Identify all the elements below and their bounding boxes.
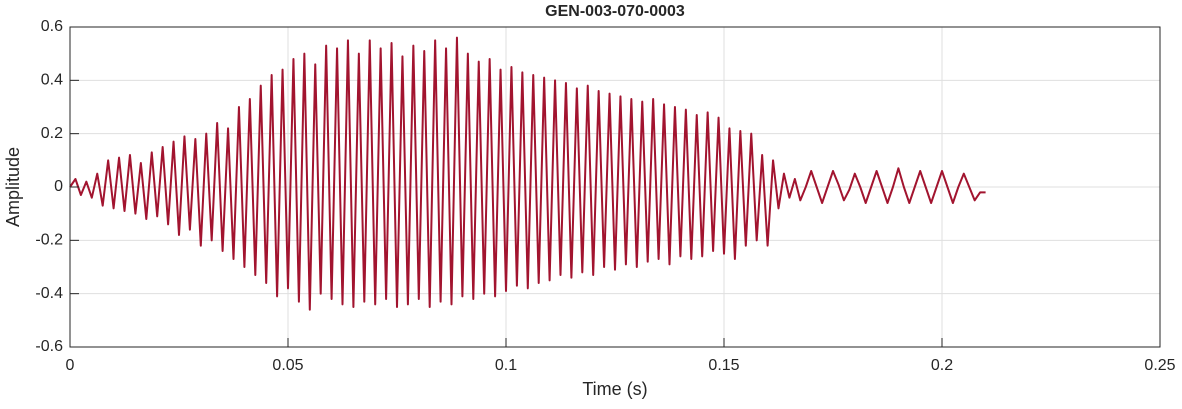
x-tick-label: 0.2 (931, 357, 953, 374)
lines (69, 36, 986, 311)
x-tick-label: 0.25 (1144, 357, 1175, 374)
ticks: 0 0.05 0.1 0.15 0.2 0.25 -0.6 -0.4 -0.2 0 0.2 0.4 0.… (35, 18, 1175, 374)
y-tick-label: -0.4 (35, 285, 63, 302)
y-tick-label: 0 (54, 178, 63, 195)
x-tick-label: 0.1 (495, 357, 517, 374)
y-axis-label: Amplitude (3, 147, 23, 227)
y-tick-label: 0.2 (41, 125, 63, 142)
y-tick-label: 0.6 (41, 18, 63, 35)
y-tick-label: 0.4 (41, 72, 63, 89)
x-tick-label: 0 (66, 357, 75, 374)
y-tick-label: -0.2 (35, 232, 63, 249)
chart-title: GEN-003-070-0003 (545, 3, 685, 20)
waveform-line (69, 36, 986, 311)
y-tick-label: -0.6 (35, 338, 63, 355)
x-tick-label: 0.15 (708, 357, 739, 374)
x-axis-label: Time (s) (582, 379, 647, 399)
x-tick-label: 0.05 (272, 357, 303, 374)
